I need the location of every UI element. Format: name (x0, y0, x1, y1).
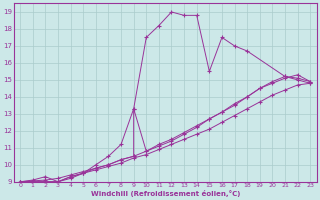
X-axis label: Windchill (Refroidissement éolien,°C): Windchill (Refroidissement éolien,°C) (91, 190, 240, 197)
